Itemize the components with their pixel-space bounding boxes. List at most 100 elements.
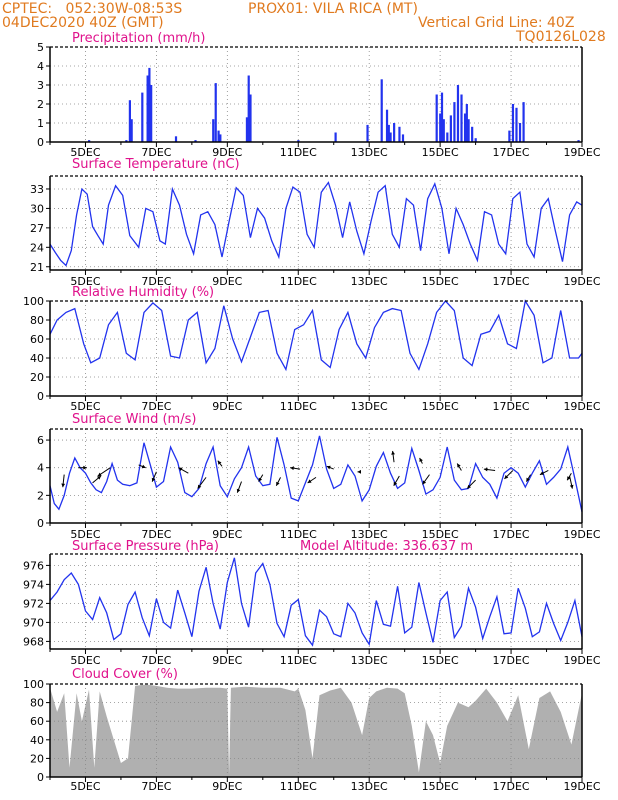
precip-bar [515, 107, 518, 142]
x-tick-label: 15DEC [422, 780, 459, 793]
precip-bar [219, 134, 222, 142]
panel-title: Surface Pressure (hPa) [72, 539, 219, 554]
precip-bar [366, 124, 369, 142]
precip-bar [214, 83, 217, 142]
x-tick-label: 19DEC [563, 400, 600, 413]
x-tick-label: 5DEC [70, 780, 100, 793]
wind-arrow-head [83, 465, 87, 470]
x-tick-label: 7DEC [141, 275, 171, 288]
x-tick-label: 5DEC [70, 146, 100, 159]
precip-bar [398, 126, 401, 142]
precip-bar [522, 102, 525, 142]
panel-annotation: Model Altitude: 336.637 m [300, 539, 473, 554]
x-tick-label: 19DEC [563, 780, 600, 793]
precip-bar [247, 75, 250, 142]
x-tick-label: 7DEC [141, 654, 171, 667]
x-tick-label: 9DEC [212, 400, 242, 413]
wind-arrow-head [141, 464, 146, 469]
x-tick-label: 15DEC [422, 146, 459, 159]
x-tick-label: 7DEC [141, 146, 171, 159]
precip-bar [460, 94, 463, 142]
series-line [49, 435, 583, 513]
series-line [49, 557, 583, 647]
x-tick-label: 19DEC [563, 275, 600, 288]
precip-bar [380, 79, 383, 142]
y-tick-label: 976 [23, 559, 44, 572]
x-tick-label: 9DEC [212, 654, 242, 667]
y-tick-label: 60 [30, 333, 44, 346]
precip-bar [141, 92, 144, 142]
panel-title: Surface Wind (m/s) [72, 412, 196, 427]
wind-arrow-head [326, 465, 331, 470]
precip-bar [518, 123, 522, 142]
precip-bar [439, 113, 442, 142]
precip-bar [511, 104, 515, 142]
precip-bar [393, 123, 396, 142]
x-tick-label: 19DEC [563, 528, 600, 541]
x-tick-label: 7DEC [141, 780, 171, 793]
x-tick-label: 17DEC [493, 400, 530, 413]
precip-bar [245, 117, 249, 142]
y-tick-label: 100 [23, 678, 44, 691]
precip-bar [128, 100, 131, 142]
y-tick-label: 100 [23, 295, 44, 308]
x-tick-label: 13DEC [351, 654, 388, 667]
header-grid-info: Vertical Grid Line: 40Z [418, 15, 575, 31]
wind-arrow-head [457, 463, 461, 468]
panel-2 [46, 175, 583, 275]
wind-arrow-head [197, 484, 202, 489]
x-tick-label: 17DEC [493, 528, 530, 541]
x-tick-label: 13DEC [351, 780, 388, 793]
series-line [49, 299, 583, 372]
y-tick-label: 20 [30, 752, 44, 765]
precip-bar [297, 140, 300, 142]
cloud-cover-area [50, 684, 582, 777]
x-tick-label: 7DEC [141, 528, 171, 541]
precip-bar [401, 134, 405, 142]
panel-title: Cloud Cover (%) [72, 667, 178, 682]
precip-bar [212, 119, 215, 142]
precip-bar [456, 85, 460, 142]
precip-bar [465, 104, 468, 142]
precip-bar [130, 119, 133, 142]
precip-bar [471, 126, 474, 142]
wind-arrow-head [567, 476, 571, 481]
precip-bar [442, 119, 445, 142]
wind-arrow-head [276, 481, 280, 486]
x-tick-label: 9DEC [212, 146, 242, 159]
precip-bar [440, 92, 444, 142]
header-station: CPTEC: 052:30W-08:53S [2, 1, 183, 17]
precip-bar [146, 75, 149, 142]
y-tick-label: 3 [37, 79, 44, 92]
wind-arrow-head [258, 477, 263, 482]
precip-bar [446, 132, 449, 142]
y-tick-label: 40 [30, 734, 44, 747]
y-tick-label: 0 [37, 136, 44, 149]
panel-1 [46, 46, 583, 147]
y-tick-label: 20 [30, 371, 44, 384]
y-tick-label: 24 [30, 241, 44, 254]
y-tick-label: 80 [30, 314, 44, 327]
precip-bar [174, 136, 178, 142]
panel-6 [46, 683, 583, 782]
x-tick-label: 19DEC [563, 654, 600, 667]
wind-arrow-head [357, 469, 361, 474]
wind-arrow-head [97, 472, 102, 477]
y-tick-label: 0 [37, 390, 44, 403]
x-tick-label: 17DEC [493, 275, 530, 288]
x-tick-label: 5DEC [70, 528, 100, 541]
x-tick-label: 17DEC [493, 146, 530, 159]
series-line [49, 181, 583, 267]
y-tick-label: 0 [37, 517, 44, 530]
wind-arrow-head [569, 484, 574, 489]
x-tick-label: 15DEC [422, 654, 459, 667]
x-tick-label: 13DEC [351, 528, 388, 541]
precip-bar [508, 130, 511, 142]
panel-title: Precipitation (mm/h) [72, 31, 205, 46]
wind-arrow-head [422, 480, 427, 485]
y-tick-label: 6 [37, 434, 44, 447]
y-tick-label: 0 [37, 771, 44, 784]
precip-bar [150, 85, 153, 142]
header-location: PROX01: VILA RICA (MT) [248, 1, 418, 17]
